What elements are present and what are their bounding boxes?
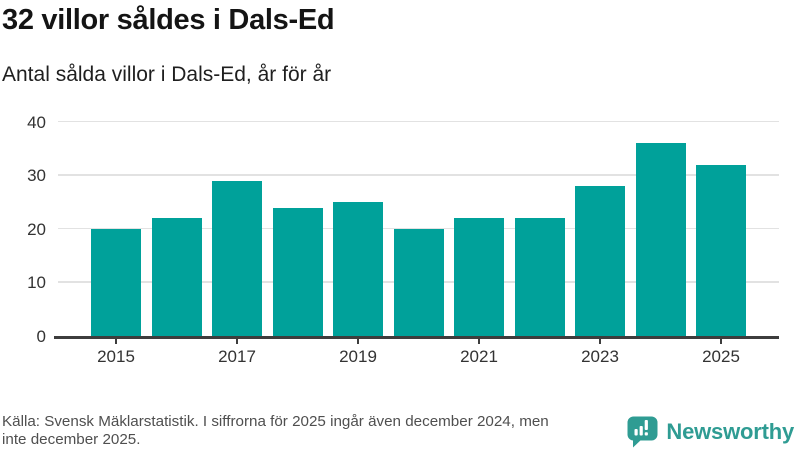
source-note: Källa: Svensk Mäklarstatistik. I siffror… <box>2 413 549 448</box>
bar-2021 <box>454 218 504 336</box>
x-axis-label-2017: 2017 <box>218 347 256 366</box>
bar-column-2025: 2025 <box>696 122 746 366</box>
bar-column-2015: 2015 <box>91 122 141 366</box>
bar-2016 <box>151 218 202 336</box>
x-tick-2025 <box>720 337 722 344</box>
bar-2019 <box>333 202 383 336</box>
chart-title: 32 villor såldes i Dals-Ed <box>2 4 335 36</box>
newsworthy-wordmark: Newsworthy <box>666 419 794 444</box>
gridline-y-40 <box>58 120 779 122</box>
chart-subtitle: Antal sålda villor i Dals-Ed, år för år <box>2 63 332 86</box>
gridline-y-30 <box>58 174 779 176</box>
bar-2023 <box>575 186 625 336</box>
bar-column-2024 <box>635 122 686 336</box>
bar-2018 <box>272 207 323 336</box>
gridline-y-20 <box>58 227 779 229</box>
y-axis-label-40: 40 <box>27 112 46 132</box>
y-axis-label-0: 0 <box>36 326 46 346</box>
bar-2024 <box>635 143 686 336</box>
bar-2015 <box>91 229 141 336</box>
y-axis-label-10: 10 <box>27 273 46 292</box>
bar-column-2016 <box>151 122 202 336</box>
x-axis-label-2019: 2019 <box>339 347 377 366</box>
x-axis-line <box>54 336 779 339</box>
bar-2022 <box>514 218 565 336</box>
x-axis-label-2021: 2021 <box>460 347 498 366</box>
x-tick-2015 <box>115 337 117 344</box>
bars-container: 2015 2017 2019 2021 2023 2025 <box>58 122 779 366</box>
newsworthy-logo: Newsworthy <box>627 416 794 448</box>
bar-column-2023: 2023 <box>575 122 625 366</box>
bar-2025 <box>696 164 746 336</box>
bar-column-2022 <box>514 122 565 336</box>
y-axis-label-30: 30 <box>27 166 46 185</box>
plot-area: 2015 2017 2019 2021 2023 2025 <box>54 120 779 366</box>
x-tick-2021 <box>478 337 480 344</box>
x-axis-label-2025: 2025 <box>702 347 740 366</box>
x-axis-label-2023: 2023 <box>581 347 619 366</box>
bar-column-2021: 2021 <box>454 122 504 366</box>
x-axis-label-2015: 2015 <box>97 347 135 366</box>
bar-column-2017: 2017 <box>212 122 262 366</box>
bar-chart: 2015 2017 2019 2021 2023 2025 0 10 20 30 40 <box>27 112 779 366</box>
x-tick-2017 <box>236 337 238 344</box>
bar-2020 <box>393 229 444 336</box>
bar-2017 <box>212 180 262 336</box>
bar-column-2019: 2019 <box>333 122 383 366</box>
x-tick-2023 <box>599 337 601 344</box>
bar-column-2020 <box>393 122 444 336</box>
source-note-line-2: inte december 2025. <box>2 430 141 448</box>
y-axis-label-20: 20 <box>27 219 46 239</box>
x-tick-2019 <box>357 337 359 344</box>
newsworthy-speech-bubble-chart-icon <box>627 416 658 448</box>
source-note-line-1: Källa: Svensk Mäklarstatistik. I siffror… <box>2 413 549 430</box>
bar-column-2018 <box>272 122 323 336</box>
